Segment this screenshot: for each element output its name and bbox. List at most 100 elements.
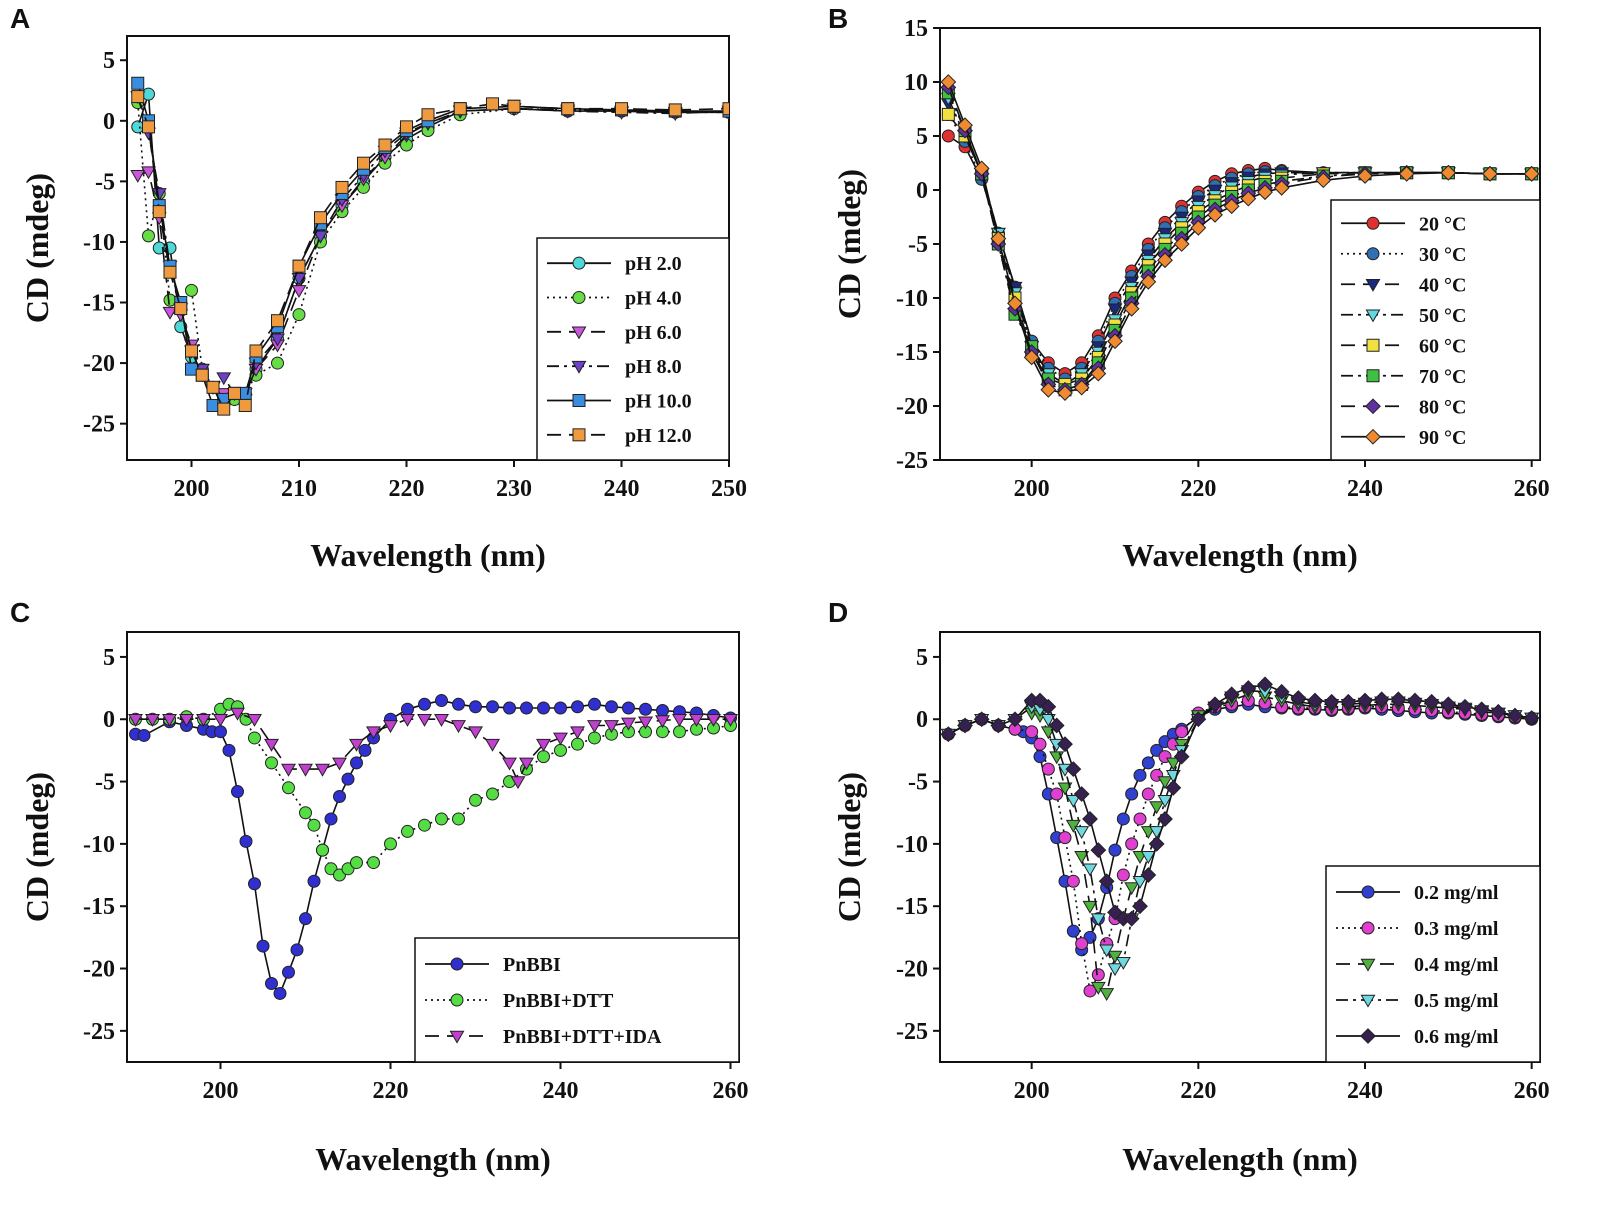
legend-label: 80 °C	[1419, 396, 1466, 418]
legend-item: 0.2 mg/ml	[1336, 882, 1499, 904]
legend-marker	[571, 360, 587, 374]
data-point	[468, 726, 483, 740]
data-point	[299, 912, 312, 926]
data-point	[1190, 711, 1207, 728]
y-tick-label: -10	[83, 230, 115, 256]
legend-marker	[1365, 309, 1381, 323]
data-point	[536, 738, 551, 752]
data-point	[1048, 717, 1065, 734]
data-point	[281, 763, 296, 777]
data-point	[350, 856, 363, 870]
data-point	[1058, 831, 1072, 845]
data-point	[1357, 692, 1373, 709]
legend-item: pH 4.0	[547, 288, 682, 310]
x-tick-label: 240	[543, 1078, 579, 1104]
data-point	[185, 283, 198, 297]
legend-marker	[572, 291, 586, 304]
data-point	[1507, 707, 1523, 724]
data-point	[313, 230, 328, 244]
legend-item: 80 °C	[1341, 396, 1466, 418]
data-point	[400, 713, 415, 727]
data-point	[162, 306, 178, 320]
data-point	[1040, 381, 1057, 398]
data-point	[561, 102, 575, 116]
data-point	[1065, 819, 1081, 833]
series-4	[940, 676, 1540, 927]
data-point	[1173, 236, 1190, 252]
data-point	[1091, 968, 1105, 982]
data-point	[1257, 184, 1273, 201]
x-tick-label: 200	[174, 476, 210, 502]
data-point	[357, 156, 370, 170]
legend-marker	[450, 993, 464, 1007]
plot-area	[940, 676, 1540, 1002]
data-point	[588, 697, 601, 711]
legend-label: 0.6 mg/ml	[1414, 1026, 1499, 1048]
data-point	[383, 720, 398, 734]
data-point	[1473, 701, 1490, 718]
data-point	[239, 834, 253, 848]
data-point	[230, 707, 245, 721]
data-point	[1090, 913, 1106, 927]
data-point	[1490, 703, 1507, 720]
data-point	[1207, 206, 1223, 223]
legend-item: pH 8.0	[547, 356, 682, 378]
legend-item: 0.3 mg/ml	[1336, 918, 1499, 940]
data-point	[1157, 776, 1173, 790]
data-point	[1407, 692, 1423, 709]
data-point	[179, 713, 194, 727]
legend-label: 0.2 mg/ml	[1414, 882, 1499, 904]
x-axis-title: Wavelength (nm)	[1122, 537, 1358, 573]
legend-label: 40 °C	[1419, 274, 1466, 296]
data-point	[421, 108, 435, 122]
data-point	[990, 717, 1007, 734]
data-point	[217, 402, 231, 416]
y-axis-title: CD (mdeg)	[831, 169, 867, 319]
legend-marker	[572, 394, 586, 407]
data-point	[588, 731, 601, 745]
data-point	[401, 824, 414, 838]
data-point	[1050, 787, 1064, 801]
data-point	[265, 976, 278, 990]
y-axis-title: CD (mdeg)	[19, 772, 55, 922]
data-point	[270, 333, 285, 347]
x-axis-title: Wavelength (nm)	[315, 1141, 551, 1177]
data-point	[142, 120, 155, 134]
data-point	[1132, 875, 1148, 889]
data-point	[282, 965, 295, 979]
data-point	[587, 720, 602, 734]
data-point	[418, 697, 431, 711]
x-tick-label: 200	[1014, 476, 1050, 502]
legend-marker	[1366, 216, 1380, 230]
data-point	[316, 843, 329, 857]
panel-letter: A	[10, 3, 30, 34]
panel-letter: D	[828, 597, 848, 628]
data-point	[292, 308, 306, 322]
plot-area	[128, 694, 738, 1000]
legend-marker	[1361, 921, 1375, 935]
data-point	[1107, 950, 1123, 964]
legend-marker	[1366, 338, 1380, 352]
data-point	[1523, 165, 1540, 182]
y-tick-label: 0	[916, 707, 928, 733]
legend-label: 0.3 mg/ml	[1414, 918, 1499, 940]
data-point	[1057, 782, 1073, 796]
data-point	[452, 812, 465, 826]
data-point	[248, 877, 261, 891]
legend-marker	[1366, 369, 1380, 383]
data-point	[519, 757, 534, 771]
data-point	[1141, 787, 1155, 801]
panel-d: D 200 220 240 260 5 0 -5 -10 -15 -20 -25 Wavelength …	[828, 597, 1550, 1177]
y-tick-label: 5	[103, 645, 115, 671]
data-point	[1440, 164, 1457, 181]
legend-marker	[1361, 885, 1375, 899]
x-tick-label: 240	[604, 476, 640, 502]
data-point	[400, 120, 413, 134]
data-point	[417, 713, 432, 727]
data-point	[1082, 811, 1098, 827]
legend-item: 40 °C	[1341, 274, 1466, 296]
series-1	[941, 694, 1539, 998]
legend-item: 20 °C	[1341, 213, 1466, 235]
data-point	[314, 211, 327, 225]
legend-label: pH 8.0	[625, 356, 682, 378]
